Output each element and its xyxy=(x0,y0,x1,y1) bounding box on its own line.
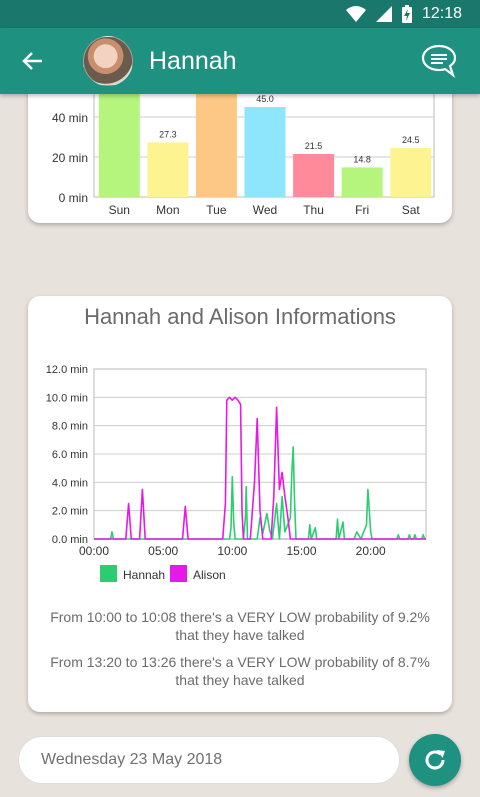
bar xyxy=(98,77,140,197)
bar xyxy=(244,107,286,197)
weekly-bar-chart: 0 min 20 min 40 min Sun 27.3 Mon Tue 45.0 Wed 21.… xyxy=(52,59,435,217)
y-tick-label: 2.0 min xyxy=(52,506,88,518)
bar xyxy=(293,154,335,197)
x-tick-label: Sat xyxy=(402,203,421,217)
y-tick-label: 4.0 min xyxy=(52,477,88,489)
talk-info-card: Hannah and Alison Informations 0.0 min 2.… xyxy=(28,296,452,712)
bar-value-label: 24.5 xyxy=(402,135,420,145)
avatar[interactable] xyxy=(83,36,133,86)
x-tick-label: Fri xyxy=(355,203,369,217)
back-button[interactable] xyxy=(0,28,66,94)
y-tick-label: 12.0 min xyxy=(46,364,88,376)
bar-value-label: 45.0 xyxy=(256,94,274,104)
x-tick-label: Tue xyxy=(206,203,227,217)
x-tick-label: 10:00 xyxy=(217,544,247,558)
wifi-icon xyxy=(345,6,366,22)
bar-value-label: 14.8 xyxy=(353,154,371,164)
legend-label: Alison xyxy=(193,568,226,582)
probability-info-2: From 13:20 to 13:26 there's a VERY LOW p… xyxy=(50,654,430,688)
chat-bubble-icon xyxy=(421,44,457,78)
bar-value-label: 21.5 xyxy=(305,141,323,151)
legend-swatch xyxy=(100,565,117,582)
y-tick-label: 20 min xyxy=(52,151,88,165)
talk-line-chart: 0.0 min 2.0 min 4.0 min 6.0 min 8.0 min 10.0 … xyxy=(46,364,427,582)
x-tick-label: 00:00 xyxy=(79,544,109,558)
y-tick-label: 0 min xyxy=(59,191,88,205)
arrow-left-icon xyxy=(22,52,42,70)
app-bar: Hannah xyxy=(0,28,480,94)
page-title: Hannah xyxy=(149,46,237,75)
bar xyxy=(341,167,383,197)
x-tick-label: 20:00 xyxy=(356,544,386,558)
chat-button[interactable] xyxy=(406,28,472,94)
refresh-button[interactable] xyxy=(409,734,461,786)
x-tick-label: 05:00 xyxy=(148,544,178,558)
y-tick-label: 10.0 min xyxy=(46,392,88,404)
y-tick-label: 0.0 min xyxy=(52,534,88,546)
bar-value-label: 27.3 xyxy=(159,129,177,139)
status-bar: 12:18 xyxy=(0,0,480,28)
series-line-alison xyxy=(94,396,426,540)
y-tick-label: 40 min xyxy=(52,111,88,125)
x-tick-label: Sun xyxy=(109,203,130,217)
x-tick-label: Thu xyxy=(303,203,324,217)
refresh-icon xyxy=(425,750,445,770)
card-title: Hannah and Alison Informations xyxy=(84,304,396,329)
legend-swatch xyxy=(170,565,187,582)
probability-info-1: From 10:00 to 10:08 there's a VERY LOW p… xyxy=(50,609,430,643)
y-tick-label: 6.0 min xyxy=(52,449,88,461)
bar xyxy=(147,142,189,197)
legend-label: Hannah xyxy=(123,568,165,582)
status-time: 12:18 xyxy=(421,5,462,22)
x-tick-label: Wed xyxy=(253,203,277,217)
signal-icon xyxy=(375,6,392,22)
weekly-usage-card: 0 min 20 min 40 min Sun 27.3 Mon Tue 45.0 Wed 21.… xyxy=(28,59,452,223)
bar xyxy=(390,148,432,197)
y-tick-label: 8.0 min xyxy=(52,421,88,433)
date-input[interactable] xyxy=(18,736,400,784)
x-tick-label: 15:00 xyxy=(286,544,316,558)
bar xyxy=(195,77,237,197)
battery-charging-icon xyxy=(401,5,412,23)
x-tick-label: Mon xyxy=(156,203,179,217)
